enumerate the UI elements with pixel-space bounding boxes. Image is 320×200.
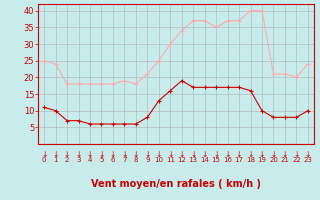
Text: ↓: ↓ bbox=[144, 150, 150, 159]
Text: ↓: ↓ bbox=[259, 150, 265, 159]
Text: ↓: ↓ bbox=[52, 150, 59, 159]
Text: ↓: ↓ bbox=[190, 150, 196, 159]
Text: ↓: ↓ bbox=[87, 150, 93, 159]
Text: ↓: ↓ bbox=[41, 150, 47, 159]
Text: ↓: ↓ bbox=[98, 150, 105, 159]
Text: ↓: ↓ bbox=[167, 150, 173, 159]
Text: ↓: ↓ bbox=[282, 150, 288, 159]
Text: ↓: ↓ bbox=[75, 150, 82, 159]
Text: ↓: ↓ bbox=[121, 150, 128, 159]
Text: ↓: ↓ bbox=[224, 150, 231, 159]
Text: ↓: ↓ bbox=[293, 150, 300, 159]
Text: ↓: ↓ bbox=[305, 150, 311, 159]
Text: ↓: ↓ bbox=[64, 150, 70, 159]
X-axis label: Vent moyen/en rafales ( km/h ): Vent moyen/en rafales ( km/h ) bbox=[91, 179, 261, 189]
Text: ↓: ↓ bbox=[110, 150, 116, 159]
Text: ↓: ↓ bbox=[270, 150, 277, 159]
Text: ↓: ↓ bbox=[213, 150, 219, 159]
Text: ↓: ↓ bbox=[202, 150, 208, 159]
Text: ↓: ↓ bbox=[133, 150, 139, 159]
Text: ↓: ↓ bbox=[179, 150, 185, 159]
Text: ↓: ↓ bbox=[236, 150, 242, 159]
Text: ↓: ↓ bbox=[247, 150, 254, 159]
Text: ↓: ↓ bbox=[156, 150, 162, 159]
